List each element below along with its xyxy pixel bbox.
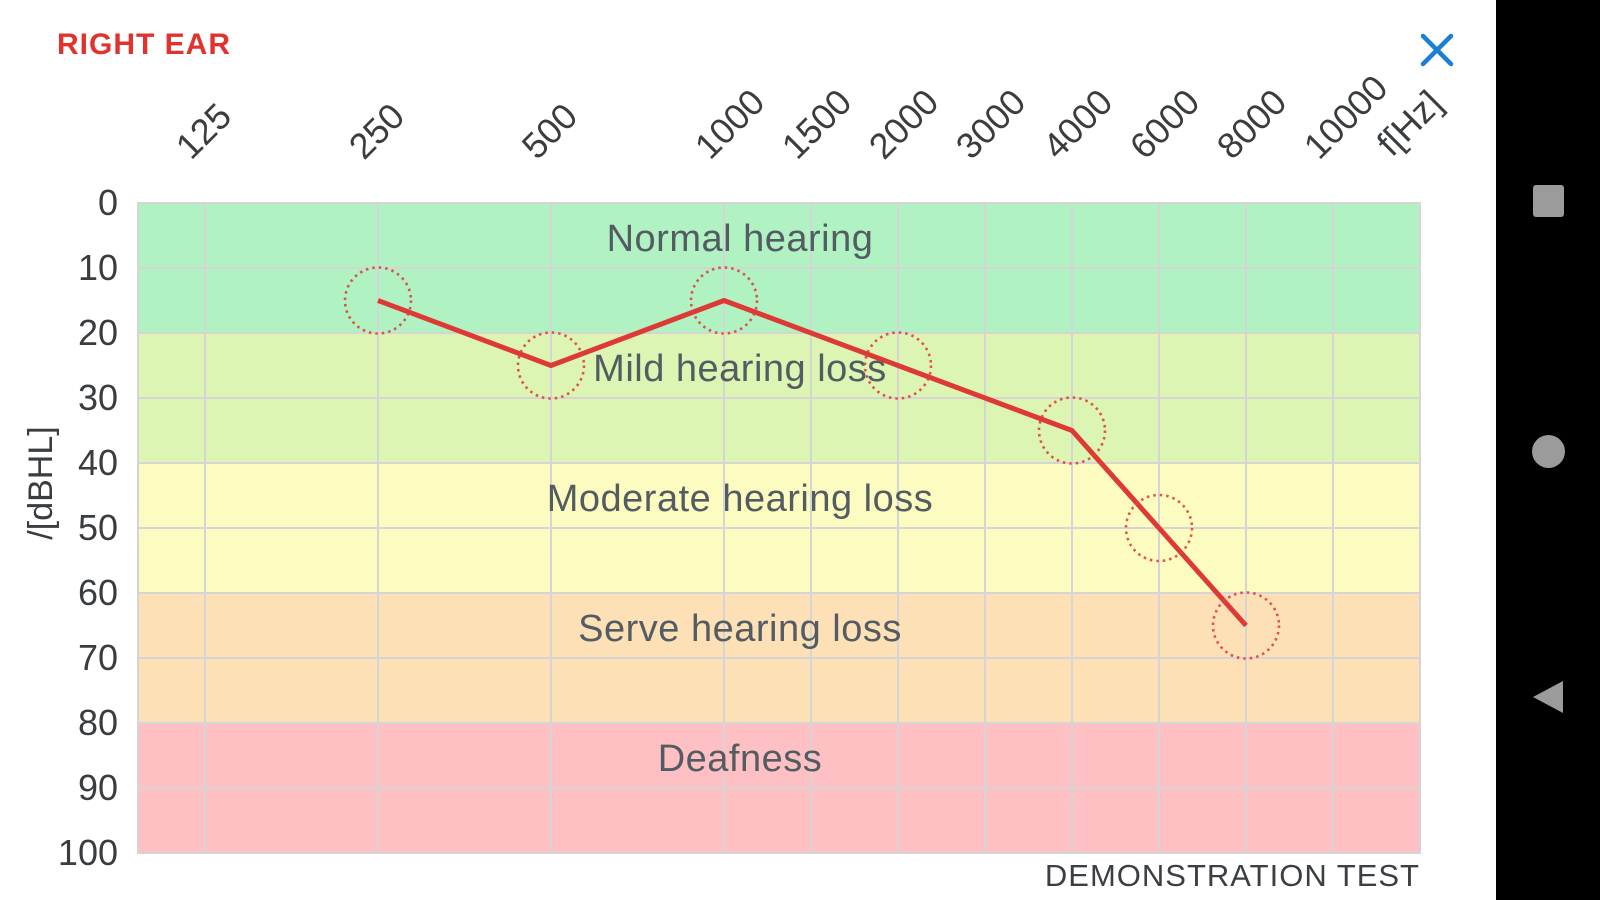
recents-square-icon <box>1532 185 1564 217</box>
x-tick-label: 10000 <box>1296 67 1396 167</box>
y-tick-label: 70 <box>78 637 118 678</box>
demonstration-test-label: DEMONSTRATION TEST <box>1044 858 1420 893</box>
data-point-marker <box>1211 591 1281 660</box>
x-tick-label: 2000 <box>861 81 947 167</box>
audiogram-line <box>377 298 1248 628</box>
data-point-marker <box>343 266 413 335</box>
y-tick-label: 50 <box>78 507 118 548</box>
data-point-marker <box>1124 493 1194 563</box>
zone-label: Normal hearing <box>607 218 874 260</box>
right-ear-title: RIGHT EAR <box>57 28 231 61</box>
x-tick-label: 6000 <box>1122 81 1208 167</box>
y-tick-label: 0 <box>98 182 118 223</box>
home-circle-icon <box>1531 434 1565 468</box>
nav-recents-button[interactable] <box>1496 166 1600 236</box>
back-triangle-icon <box>1533 681 1563 713</box>
data-point-marker <box>689 266 759 335</box>
x-tick-label: 1500 <box>774 81 860 167</box>
plot-border <box>137 202 1421 854</box>
zone-label: Serve hearing loss <box>578 608 902 650</box>
x-tick-label: 125 <box>168 95 239 166</box>
zone-label: Mild hearing loss <box>593 348 887 390</box>
y-tick-label: 10 <box>78 247 118 288</box>
x-tick-label: 500 <box>514 95 585 166</box>
y-tick-label: 20 <box>78 312 118 353</box>
y-tick-label: 80 <box>78 702 118 743</box>
y-tick-label: 100 <box>58 832 118 873</box>
x-tick-label: 4000 <box>1035 81 1121 167</box>
y-tick-label: 40 <box>78 442 118 483</box>
y-tick-label: 90 <box>78 767 118 808</box>
y-tick-label: 60 <box>78 572 118 613</box>
nav-back-button[interactable] <box>1496 662 1600 732</box>
x-tick-label: 250 <box>341 95 412 166</box>
data-point-marker <box>863 331 933 400</box>
close-x-icon <box>1420 33 1454 67</box>
y-axis-label: /[dBHL] <box>22 426 60 539</box>
zone-label: Moderate hearing loss <box>547 478 934 520</box>
close-button[interactable] <box>1415 28 1459 72</box>
x-tick-label: 8000 <box>1209 81 1295 167</box>
y-tick-label: 30 <box>78 377 118 418</box>
zone-label: Deafness <box>658 738 823 780</box>
data-point-marker <box>1037 396 1107 465</box>
x-tick-label: 3000 <box>948 81 1034 167</box>
android-navigation-bar <box>1496 0 1600 900</box>
nav-home-button[interactable] <box>1496 416 1600 486</box>
data-point-marker <box>516 331 586 400</box>
x-tick-label: 1000 <box>687 81 773 167</box>
